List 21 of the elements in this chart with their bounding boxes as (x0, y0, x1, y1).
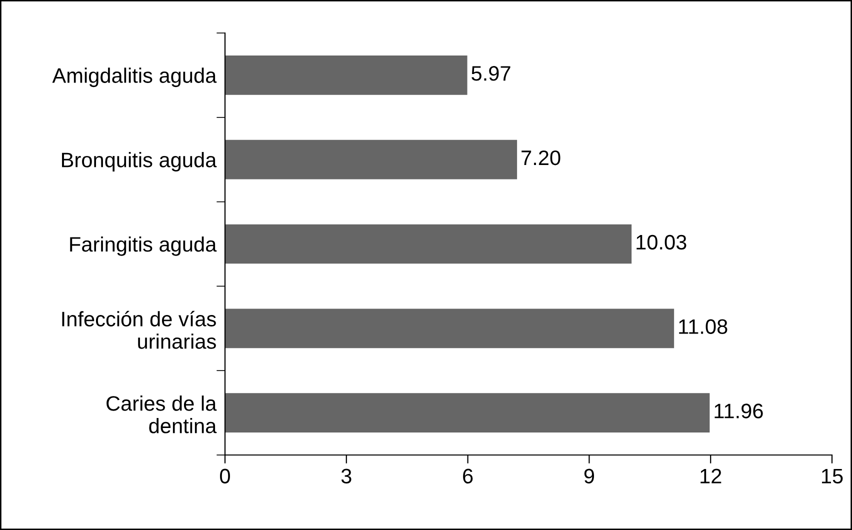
y-tick-label: Amigdalitis aguda (52, 68, 217, 88)
bar (225, 56, 468, 95)
y-tick-label: Infección de vías urinarias (62, 310, 216, 349)
x-tick-label: 3 (341, 468, 352, 484)
bar (225, 393, 710, 432)
x-tick-label: 12 (700, 468, 722, 484)
data-label: 7.20 (522, 150, 560, 166)
data-label: 10.03 (636, 234, 686, 250)
data-label: 11.08 (679, 319, 728, 334)
bar (225, 140, 518, 180)
x-tick-label: 9 (584, 468, 594, 484)
x-tick-label: 0 (220, 468, 230, 484)
bar (225, 224, 632, 264)
x-tick-label: 6 (463, 468, 473, 484)
y-tick-label: Bronquitis aguda (62, 152, 217, 172)
x-tick-label: 15 (822, 468, 843, 484)
data-label: 11.96 (714, 404, 763, 418)
bar (225, 308, 674, 348)
y-tick-label: Caries de la dentina (106, 396, 217, 434)
y-tick-label: Faringitis aguda (70, 236, 217, 256)
data-label: 5.97 (472, 66, 510, 81)
